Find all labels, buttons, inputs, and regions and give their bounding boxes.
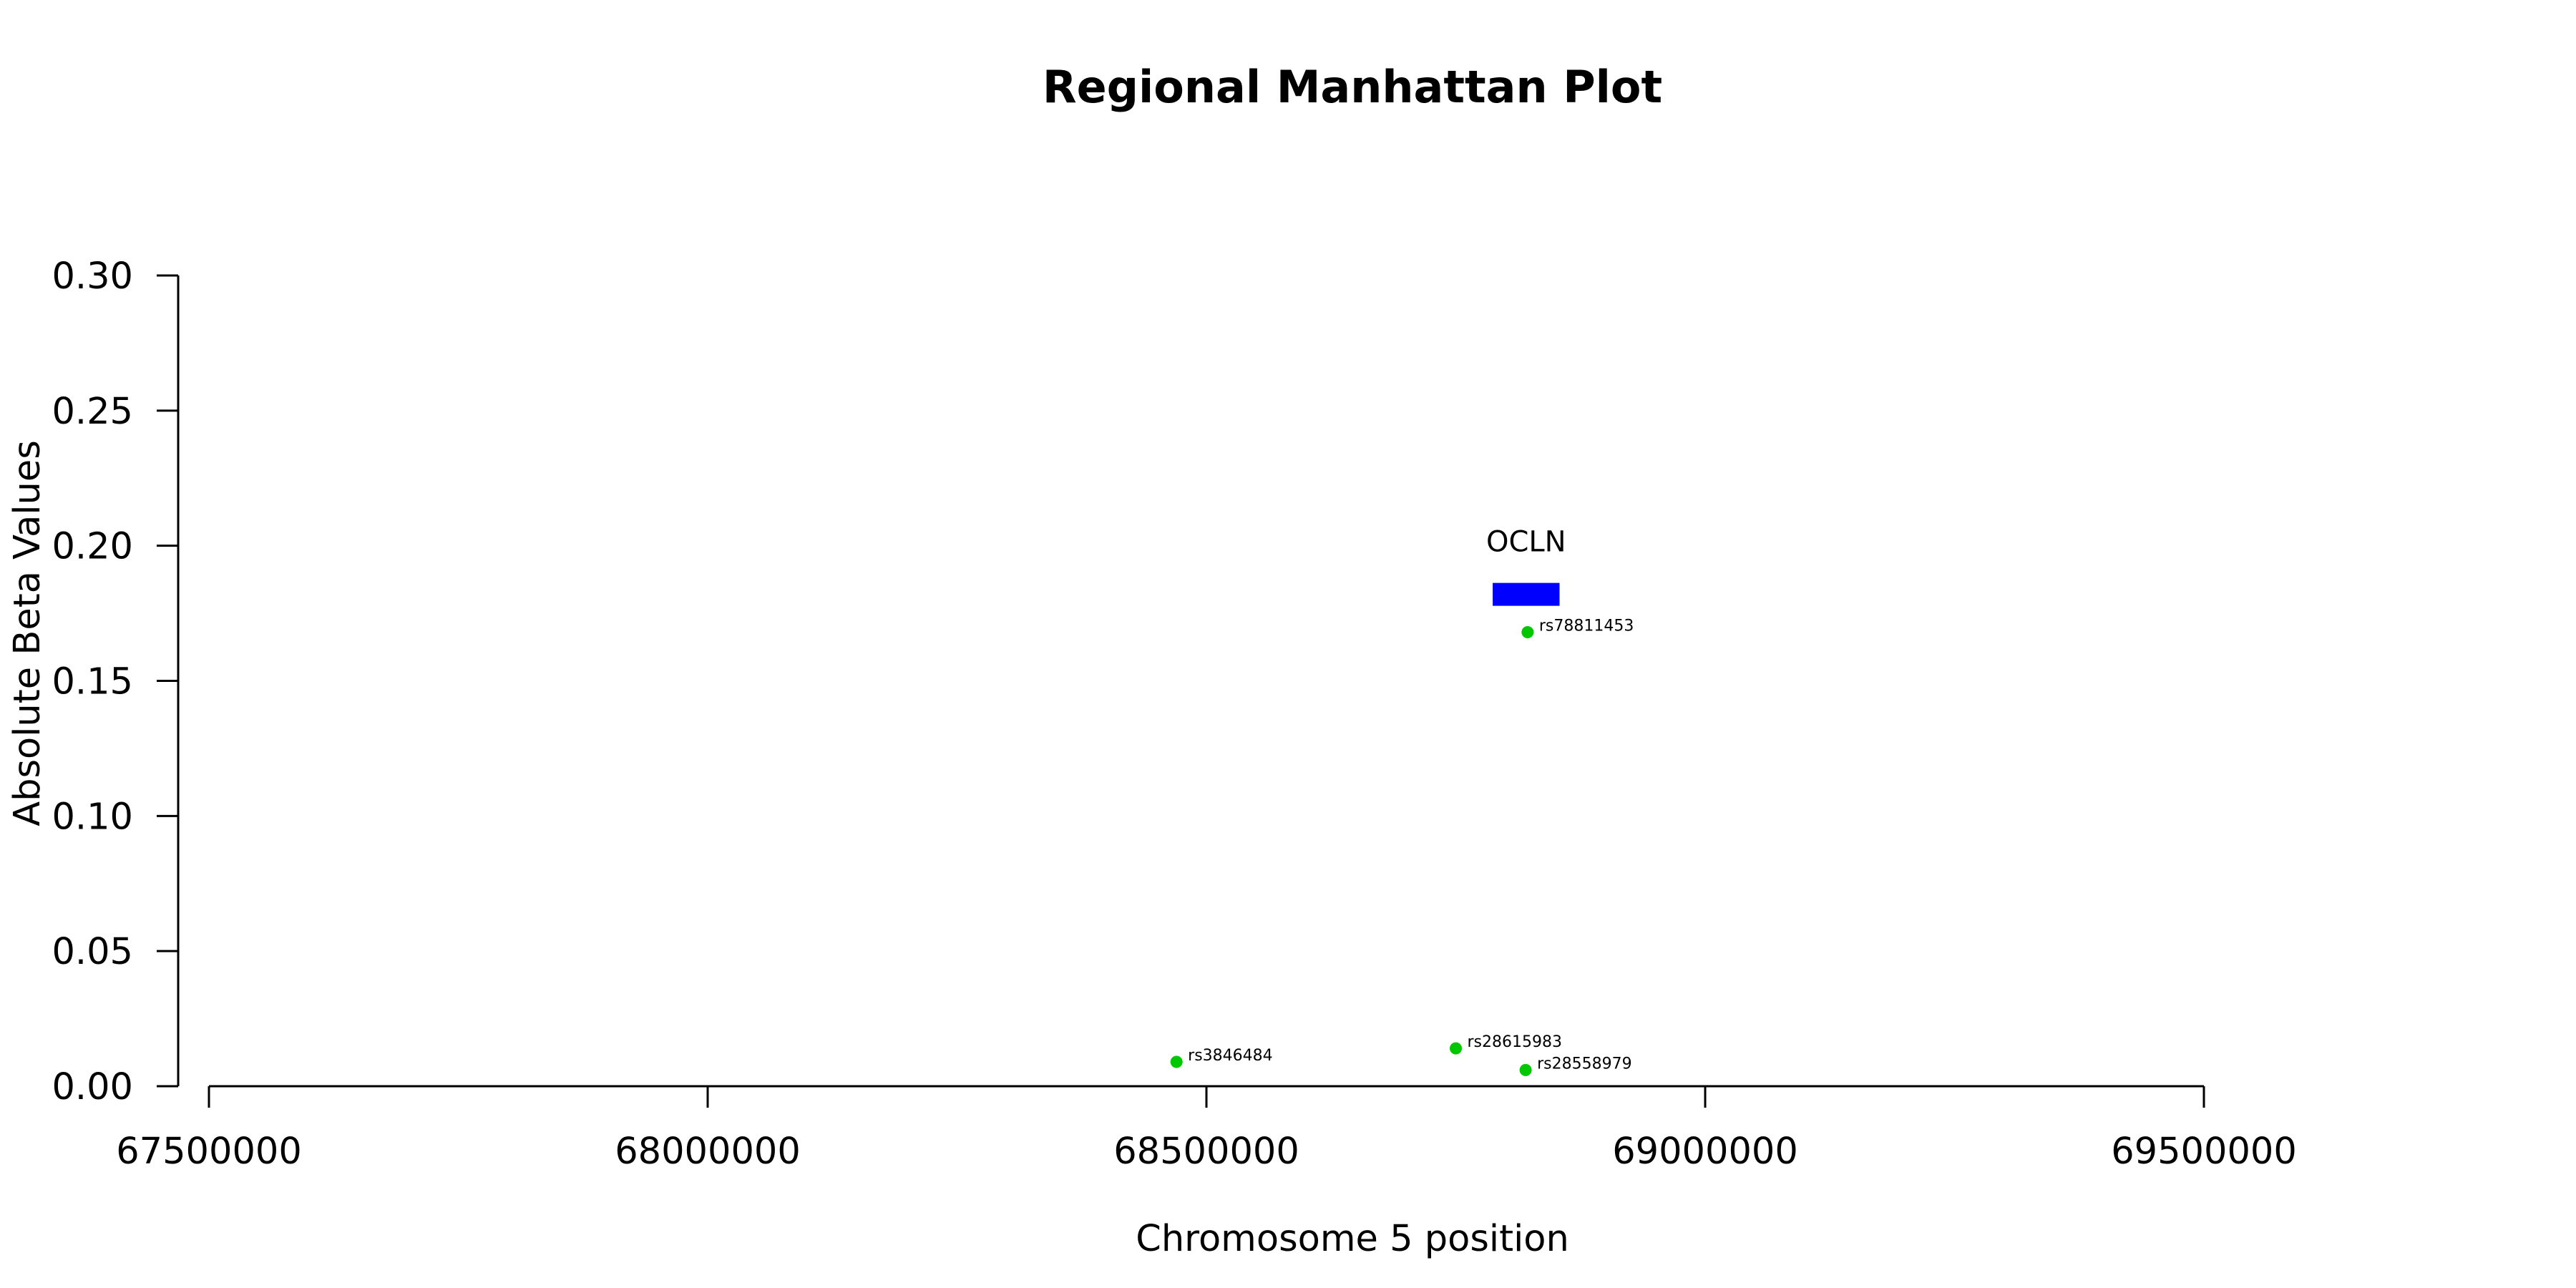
snp-point (1450, 1042, 1462, 1055)
x-tick-label: 69000000 (1612, 1131, 1798, 1173)
y-tick-label: 0.25 (52, 391, 133, 433)
y-tick-label: 0.05 (52, 931, 133, 973)
x-tick-label: 68500000 (1113, 1131, 1299, 1173)
x-axis-label: Chromosome 5 position (1136, 1218, 1569, 1260)
x-tick-label: 68000000 (615, 1131, 801, 1173)
y-axis-label: Absolute Beta Values (6, 440, 49, 826)
gene-track: OCLN (1486, 526, 1566, 606)
snp-point (1519, 1063, 1532, 1076)
chart-title: Regional Manhattan Plot (1043, 61, 1662, 113)
x-tick-label: 67500000 (116, 1131, 302, 1173)
gene-label: OCLN (1486, 526, 1566, 559)
snp-label: rs28558979 (1537, 1055, 1631, 1073)
y-tick-label: 0.15 (52, 661, 133, 703)
snp-label: rs3846484 (1188, 1047, 1273, 1065)
x-tick-label: 69500000 (2111, 1131, 2297, 1173)
snp-points: rs3846484 rs28615983 rs28558979 rs78811453 (1170, 618, 1634, 1076)
snp-label: rs28615983 (1468, 1033, 1562, 1051)
y-tick-label: 0.20 (52, 526, 133, 568)
y-tick-label: 0.10 (52, 796, 133, 838)
snp-label: rs78811453 (1539, 618, 1634, 635)
y-tick-label: 0.00 (52, 1066, 133, 1108)
gene-box (1493, 582, 1560, 606)
snp-point (1170, 1055, 1183, 1068)
snp-point (1521, 626, 1534, 639)
axes: 67500000 68000000 68500000 69000000 69500000… (52, 255, 2296, 1173)
y-tick-label: 0.30 (52, 255, 133, 298)
